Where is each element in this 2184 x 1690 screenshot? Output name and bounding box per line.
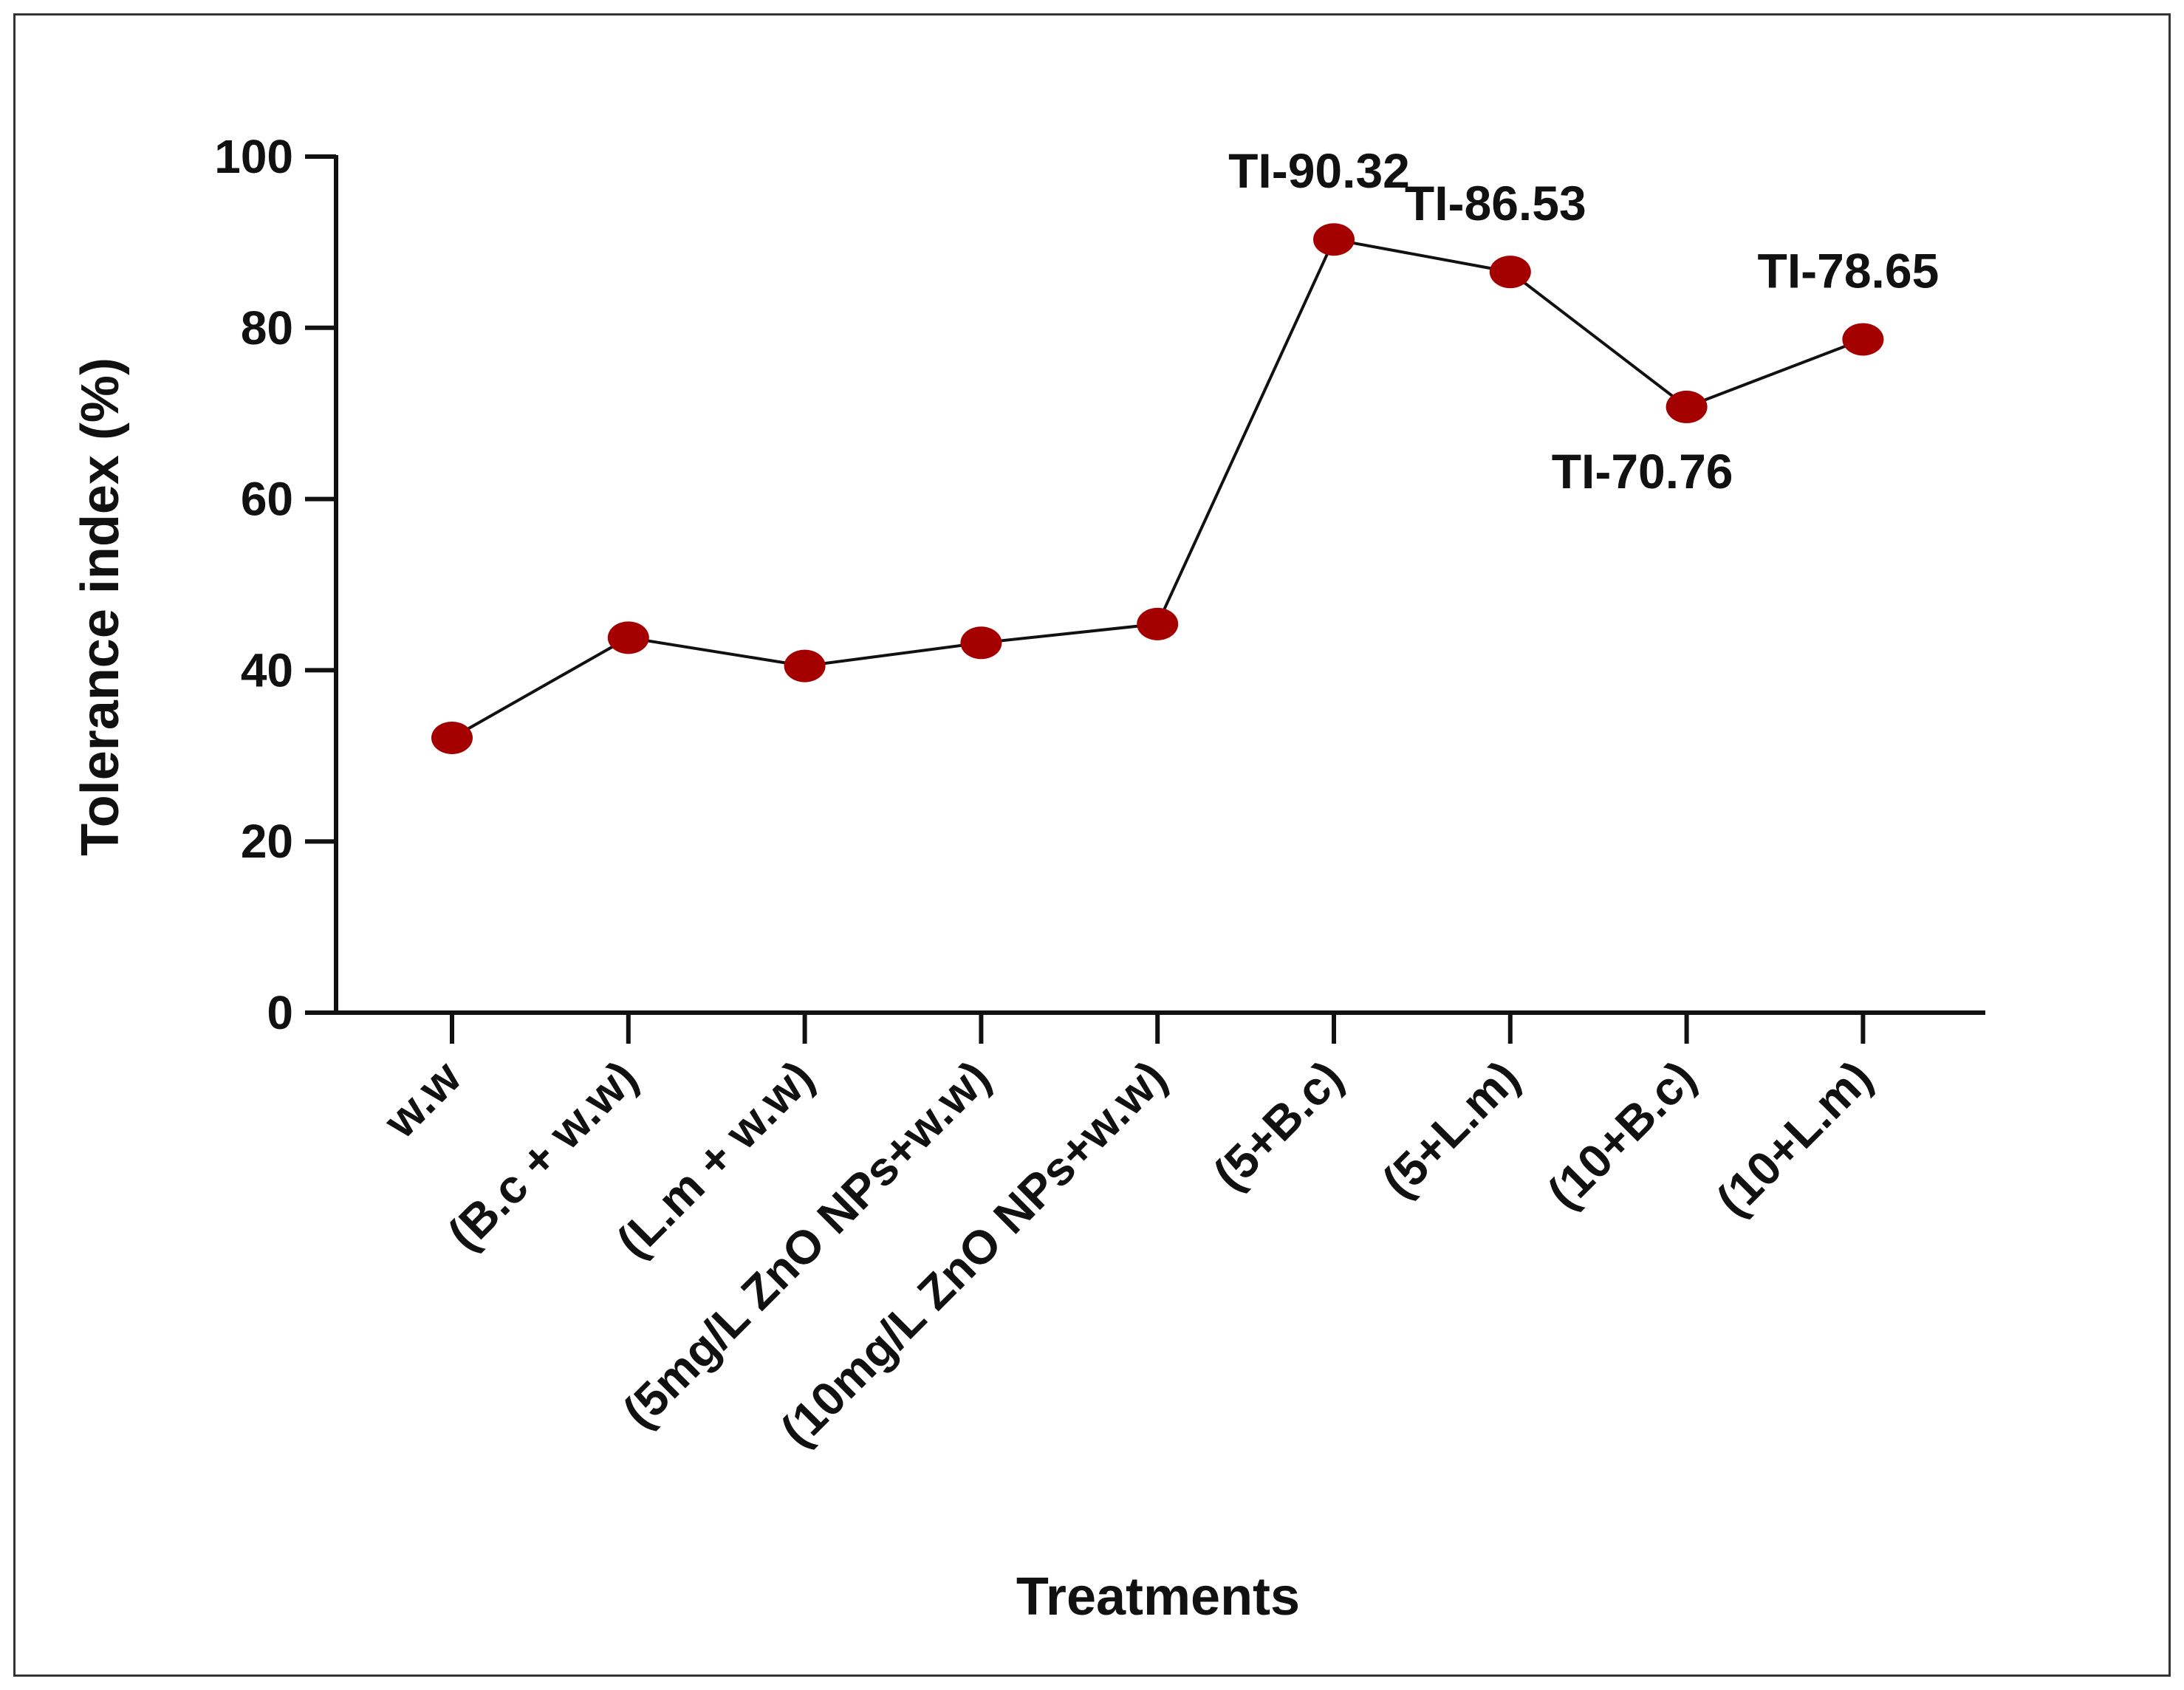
x-tick-label: (5+L.m) bbox=[1372, 1050, 1530, 1208]
data-label: TI-78.65 bbox=[1758, 243, 1940, 298]
data-point bbox=[784, 649, 826, 682]
y-axis-title: Tolerance index (%) bbox=[71, 358, 130, 856]
y-tick-label: 20 bbox=[241, 815, 293, 868]
data-point bbox=[431, 721, 473, 754]
x-tick-label: (10+L.m) bbox=[1706, 1050, 1882, 1226]
y-tick-label: 60 bbox=[241, 473, 293, 526]
data-point bbox=[607, 621, 649, 654]
y-ticks: 0 20 40 60 80 100 bbox=[214, 130, 336, 1039]
y-tick-label: 80 bbox=[241, 301, 293, 355]
data-point bbox=[1489, 256, 1531, 289]
series-group bbox=[431, 223, 1884, 754]
data-label: TI-90.32 bbox=[1228, 143, 1410, 198]
x-tick-label: (10+B.c) bbox=[1537, 1050, 1705, 1219]
x-tick-label: w.w bbox=[373, 1050, 471, 1149]
data-label: TI-86.53 bbox=[1405, 176, 1586, 230]
y-tick-label: 0 bbox=[267, 986, 293, 1039]
data-point bbox=[960, 626, 1002, 660]
x-ticks: w.w(B.c + w.w)(L.m + w.w)(5mg/L ZnO NPs+… bbox=[373, 1013, 1882, 1457]
y-tick-label: 40 bbox=[241, 643, 293, 697]
x-tick-label: (5mg/L ZnO NPs+w.w) bbox=[612, 1050, 1000, 1438]
axes bbox=[334, 155, 1985, 1015]
x-axis-title: Treatments bbox=[1016, 1567, 1300, 1626]
data-point bbox=[1666, 390, 1708, 423]
data-point bbox=[1842, 323, 1884, 356]
x-tick-label: (5+B.c) bbox=[1203, 1050, 1353, 1200]
figure-border bbox=[13, 13, 2171, 1677]
data-point bbox=[1137, 607, 1179, 640]
data-point bbox=[1313, 223, 1355, 256]
y-tick-label: 100 bbox=[214, 130, 293, 183]
data-label: TI-70.76 bbox=[1552, 444, 1733, 499]
